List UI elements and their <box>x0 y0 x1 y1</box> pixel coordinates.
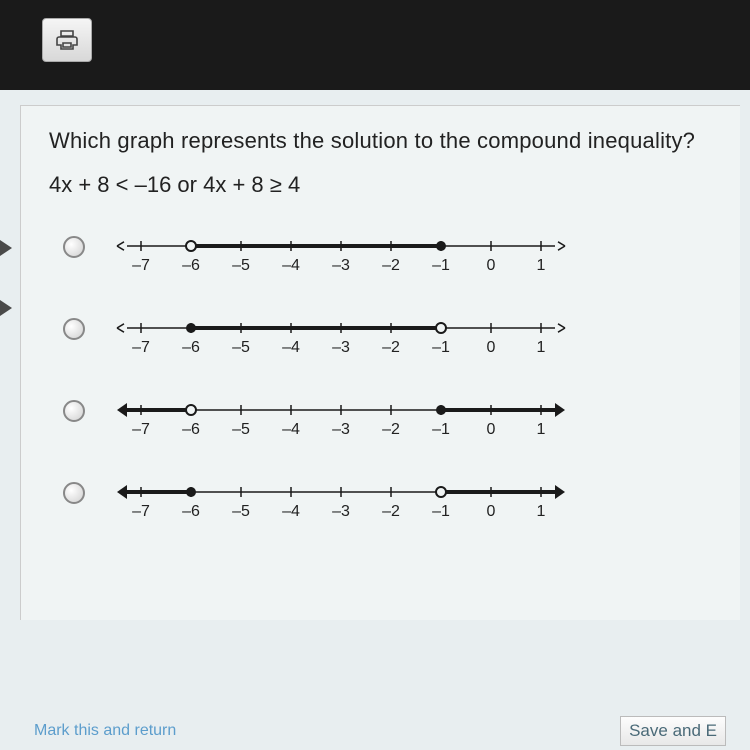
svg-text:–6: –6 <box>182 339 200 356</box>
svg-text:–1: –1 <box>432 339 450 356</box>
svg-text:–2: –2 <box>382 257 400 274</box>
svg-text:–2: –2 <box>382 503 400 520</box>
svg-text:–3: –3 <box>332 257 350 274</box>
options-list: –7 –6 –5 –4 –3 –2 –1 0 1 –7 –6 –5 –4 –3 –2 –1 0 1 –7 –6 –5 –4… <box>49 232 712 526</box>
svg-text:–7: –7 <box>132 257 150 274</box>
svg-text:–7: –7 <box>132 339 150 356</box>
mark-return-link[interactable]: Mark this and return <box>34 722 176 740</box>
question-text: Which graph represents the solution to t… <box>49 128 712 154</box>
svg-text:–4: –4 <box>282 339 300 356</box>
print-icon <box>55 28 79 52</box>
print-button[interactable] <box>42 18 92 62</box>
number-line-a: –7 –6 –5 –4 –3 –2 –1 0 1 <box>111 232 551 280</box>
svg-text:–5: –5 <box>232 503 250 520</box>
svg-text:–4: –4 <box>282 257 300 274</box>
svg-text:–5: –5 <box>232 339 250 356</box>
radio-a[interactable] <box>63 236 85 258</box>
edge-markers <box>0 240 16 360</box>
number-line-c: –7 –6 –5 –4 –3 –2 –1 0 1 <box>111 396 551 444</box>
edge-marker <box>0 300 16 316</box>
svg-text:–3: –3 <box>332 421 350 438</box>
svg-text:–7: –7 <box>132 421 150 438</box>
svg-text:–1: –1 <box>432 257 450 274</box>
radio-b[interactable] <box>63 318 85 340</box>
svg-text:1: 1 <box>537 257 546 274</box>
svg-text:0: 0 <box>487 503 496 520</box>
option-d[interactable]: –7 –6 –5 –4 –3 –2 –1 0 1 <box>63 478 712 526</box>
svg-text:–5: –5 <box>232 421 250 438</box>
svg-text:–4: –4 <box>282 421 300 438</box>
svg-text:0: 0 <box>487 421 496 438</box>
svg-text:–1: –1 <box>432 421 450 438</box>
svg-text:1: 1 <box>537 421 546 438</box>
svg-text:1: 1 <box>537 503 546 520</box>
svg-text:–2: –2 <box>382 339 400 356</box>
svg-text:–6: –6 <box>182 257 200 274</box>
option-b[interactable]: –7 –6 –5 –4 –3 –2 –1 0 1 <box>63 314 712 362</box>
svg-text:1: 1 <box>537 339 546 356</box>
svg-text:–5: –5 <box>232 257 250 274</box>
question-panel: Which graph represents the solution to t… <box>20 105 740 620</box>
save-button[interactable]: Save and E <box>620 716 726 746</box>
radio-d[interactable] <box>63 482 85 504</box>
svg-text:–3: –3 <box>332 503 350 520</box>
number-line-b: –7 –6 –5 –4 –3 –2 –1 0 1 <box>111 314 551 362</box>
svg-text:0: 0 <box>487 257 496 274</box>
svg-text:–6: –6 <box>182 421 200 438</box>
svg-text:–6: –6 <box>182 503 200 520</box>
svg-text:0: 0 <box>487 339 496 356</box>
edge-marker <box>0 240 16 256</box>
radio-c[interactable] <box>63 400 85 422</box>
svg-text:–7: –7 <box>132 503 150 520</box>
inequality-text: 4x + 8 < –16 or 4x + 8 ≥ 4 <box>49 172 712 198</box>
svg-text:–4: –4 <box>282 503 300 520</box>
top-toolbar <box>0 0 750 90</box>
option-a[interactable]: –7 –6 –5 –4 –3 –2 –1 0 1 <box>63 232 712 280</box>
footer: Mark this and return Save and E <box>20 712 740 750</box>
option-c[interactable]: –7 –6 –5 –4 –3 –2 –1 0 1 <box>63 396 712 444</box>
number-line-d: –7 –6 –5 –4 –3 –2 –1 0 1 <box>111 478 551 526</box>
svg-text:–3: –3 <box>332 339 350 356</box>
svg-text:–2: –2 <box>382 421 400 438</box>
svg-text:–1: –1 <box>432 503 450 520</box>
